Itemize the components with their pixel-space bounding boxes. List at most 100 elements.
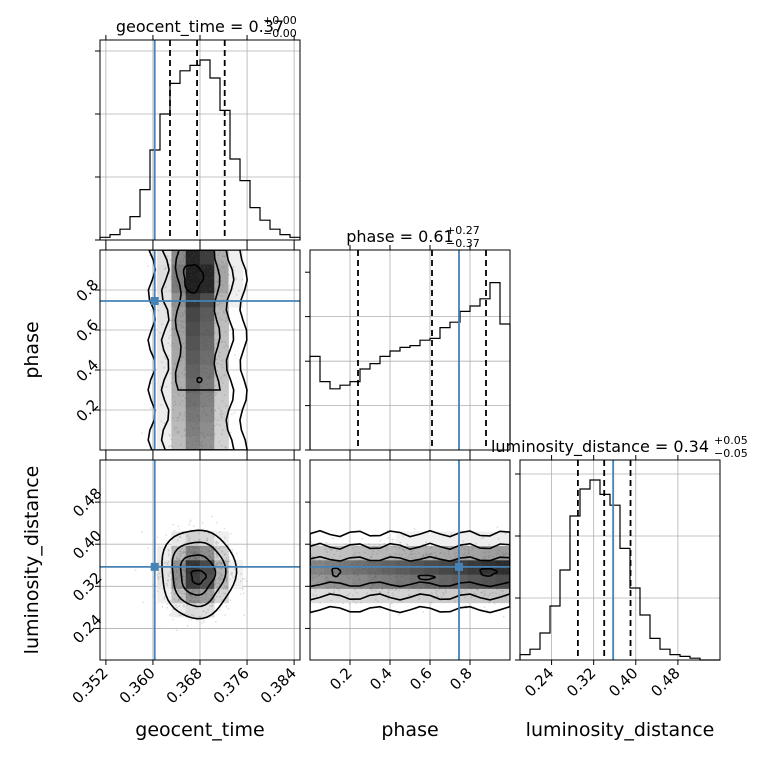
- scatter-point: [475, 563, 477, 565]
- contour-mid: [160, 250, 235, 450]
- scatter-point: [191, 312, 194, 315]
- scatter-point: [191, 586, 193, 589]
- scatter-point: [210, 446, 212, 449]
- scatter-point: [341, 573, 343, 576]
- scatter-point: [396, 581, 399, 583]
- scatter-point: [206, 551, 209, 553]
- scatter-point: [210, 373, 212, 375]
- scatter-point: [204, 564, 207, 566]
- scatter-point: [196, 558, 199, 560]
- density-cell: [214, 335, 229, 351]
- scatter-point: [196, 588, 199, 591]
- scatter-point: [498, 594, 501, 597]
- scatter-point: [484, 551, 486, 554]
- scatter-point: [184, 256, 187, 258]
- scatter-point: [392, 594, 395, 597]
- scatter-point: [488, 564, 491, 566]
- scatter-point: [204, 330, 207, 332]
- scatter-point: [198, 367, 201, 369]
- scatter-point: [393, 575, 396, 578]
- scatter-point: [187, 572, 190, 575]
- scatter-point: [201, 302, 204, 304]
- scatter-point: [492, 582, 495, 585]
- scatter-point: [210, 410, 213, 413]
- scatter-point: [220, 562, 223, 565]
- scatter-point: [439, 552, 442, 554]
- scatter-point: [184, 580, 187, 582]
- density-cell: [171, 421, 187, 437]
- scatter-point: [167, 342, 170, 345]
- scatter-point: [218, 304, 220, 306]
- truth-marker: [455, 562, 463, 571]
- axes-frame: [309, 459, 511, 661]
- scatter-point: [470, 596, 473, 599]
- scatter-point: [182, 351, 185, 354]
- scatter-point: [201, 435, 204, 437]
- scatter-point: [173, 328, 176, 330]
- scatter-point: [407, 589, 410, 592]
- scatter-point: [192, 254, 195, 257]
- scatter-point: [204, 314, 207, 317]
- scatter-point: [225, 446, 228, 449]
- scatter-point: [200, 572, 203, 575]
- scatter-point: [432, 572, 435, 575]
- scatter-point: [216, 280, 218, 283]
- scatter-point: [205, 343, 207, 345]
- scatter-point: [184, 435, 187, 437]
- scatter-point: [206, 573, 209, 575]
- scatter-point: [167, 573, 170, 576]
- scatter-point: [199, 551, 202, 554]
- scatter-point: [194, 258, 196, 261]
- scatter-point: [392, 561, 395, 564]
- scatter-point: [387, 562, 390, 564]
- scatter-point: [207, 351, 210, 354]
- scatter-point: [181, 321, 184, 324]
- scatter-point: [438, 582, 440, 585]
- scatter-point: [176, 606, 178, 609]
- scatter-point: [194, 547, 197, 550]
- scatter-point: [217, 571, 220, 574]
- scatter-point: [202, 332, 205, 335]
- scatter-point: [203, 320, 206, 323]
- density-cell: [410, 588, 425, 604]
- scatter-point: [441, 575, 444, 577]
- scatter-point: [205, 569, 208, 571]
- scatter-point: [176, 539, 179, 542]
- scatter-point: [390, 561, 393, 563]
- scatter-point: [197, 271, 200, 274]
- scatter-point: [221, 340, 224, 343]
- scatter-point: [207, 579, 210, 582]
- scatter-point: [188, 391, 190, 394]
- scatter-point: [207, 329, 209, 331]
- scatter-point: [205, 257, 207, 260]
- scatter-point: [188, 548, 191, 551]
- contour-core: [331, 567, 342, 578]
- scatter-point: [194, 584, 197, 587]
- scatter-point: [392, 545, 395, 547]
- scatter-point: [205, 413, 208, 416]
- scatter-point: [191, 346, 194, 349]
- scatter-point: [214, 542, 217, 544]
- scatter-point: [195, 561, 197, 564]
- scatter-point: [202, 562, 205, 565]
- scatter-point: [202, 253, 204, 256]
- scatter-point: [188, 318, 190, 321]
- scatter-point: [208, 398, 211, 401]
- scatter-point: [202, 568, 205, 571]
- scatter-point: [221, 359, 223, 362]
- scatter-point: [206, 279, 208, 281]
- scatter-point: [180, 360, 183, 362]
- scatter-point: [174, 307, 177, 310]
- scatter-point: [204, 583, 207, 586]
- scatter-point: [186, 256, 188, 259]
- scatter-point: [189, 569, 192, 571]
- scatter-point: [431, 580, 434, 583]
- contour-core: [196, 376, 203, 384]
- scatter-point: [202, 573, 204, 576]
- scatter-point: [216, 585, 219, 588]
- scatter-point: [507, 563, 509, 566]
- scatter-point: [203, 558, 206, 561]
- scatter-point: [348, 577, 350, 579]
- scatter-point: [311, 576, 314, 579]
- axes-frame: [309, 249, 511, 451]
